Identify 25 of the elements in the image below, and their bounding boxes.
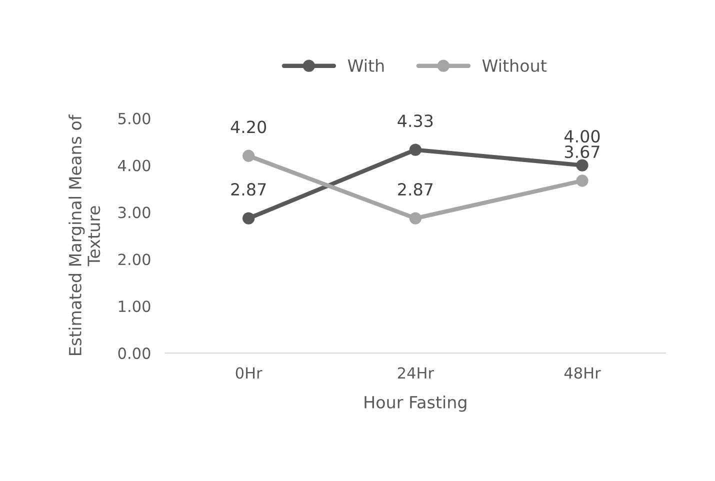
y-tick-label: 4.00: [118, 160, 150, 172]
point: [242, 150, 255, 162]
point: [409, 144, 422, 156]
x-tick-label: 0Hr: [236, 367, 262, 379]
y-tick-label: 5.00: [118, 112, 150, 124]
y-axis-title: Estimated Marginal Means of Texture: [68, 114, 100, 356]
point: [242, 212, 255, 224]
y-tick-label: 2.00: [118, 254, 150, 266]
point: [576, 159, 588, 172]
x-tick-label: 24Hr: [398, 367, 434, 379]
data-label: 3.67: [564, 145, 600, 158]
point: [409, 212, 422, 224]
data-label: 4.00: [564, 130, 600, 143]
data-label: 2.87: [231, 183, 266, 196]
x-tick-label: 48Hr: [564, 367, 601, 379]
y-tick-label: 3.00: [118, 206, 150, 218]
data-label: 2.87: [398, 183, 433, 196]
point: [576, 174, 588, 187]
data-label: 4.33: [398, 114, 433, 128]
legend-label: With: [348, 59, 384, 72]
y-tick-label: 1.00: [118, 300, 150, 312]
y-tick-label: 0.00: [118, 348, 150, 360]
legend-label: Without: [482, 59, 546, 72]
data-label: 4.20: [230, 120, 266, 134]
x-axis-title: Hour Fasting: [364, 396, 466, 412]
